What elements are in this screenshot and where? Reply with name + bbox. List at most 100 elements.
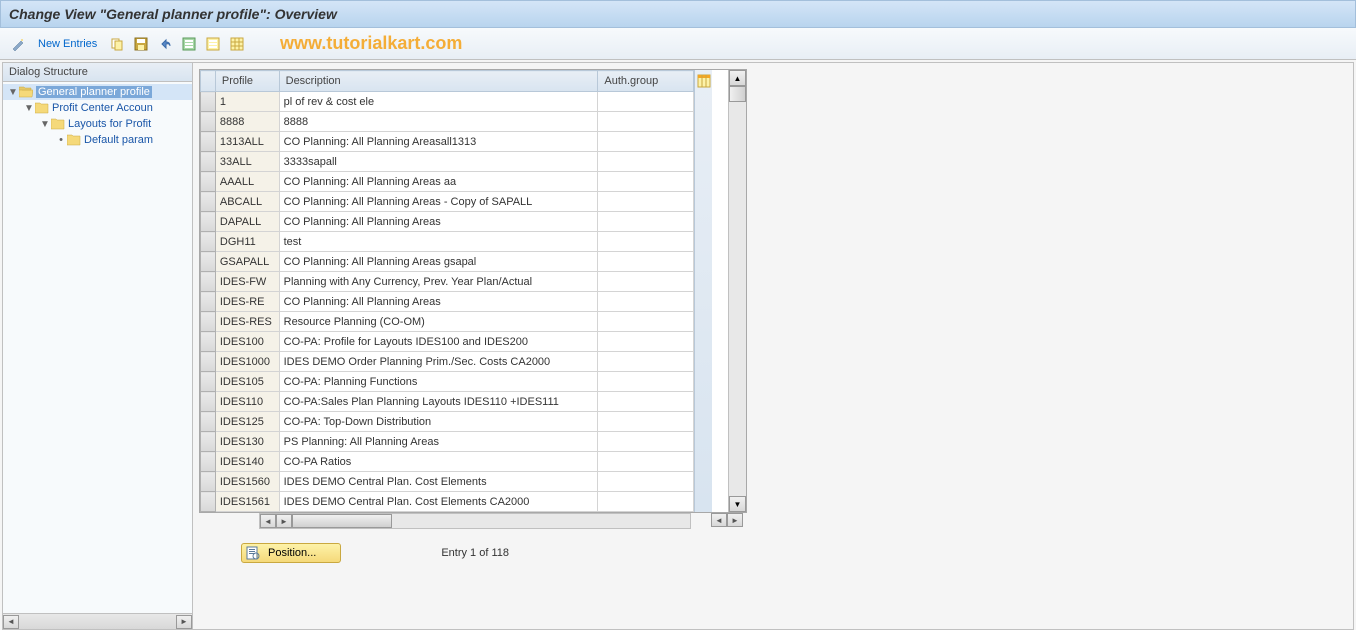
- auth-cell[interactable]: [598, 92, 694, 112]
- profile-cell[interactable]: ABCALL: [215, 192, 279, 212]
- auth-cell[interactable]: [598, 152, 694, 172]
- hscroll-thumb[interactable]: [292, 514, 392, 528]
- col-description[interactable]: Description: [279, 71, 598, 92]
- profile-cell[interactable]: IDES1561: [215, 492, 279, 512]
- auth-cell[interactable]: [598, 332, 694, 352]
- profile-cell[interactable]: IDES105: [215, 372, 279, 392]
- table-vscroll[interactable]: ▲ ▼: [728, 70, 746, 512]
- tree-expand-icon[interactable]: ▼: [7, 87, 19, 98]
- profile-cell[interactable]: IDES100: [215, 332, 279, 352]
- table-settings-icon[interactable]: [694, 70, 712, 512]
- scroll-right-icon[interactable]: ►: [727, 513, 743, 527]
- tree-node[interactable]: •Default param: [3, 132, 192, 148]
- row-selector[interactable]: [201, 272, 216, 292]
- copy-icon[interactable]: [107, 34, 127, 54]
- row-selector[interactable]: [201, 352, 216, 372]
- auth-cell[interactable]: [598, 352, 694, 372]
- col-auth[interactable]: Auth.group: [598, 71, 694, 92]
- row-selector[interactable]: [201, 312, 216, 332]
- description-cell[interactable]: IDES DEMO Central Plan. Cost Elements CA…: [279, 492, 598, 512]
- auth-cell[interactable]: [598, 132, 694, 152]
- auth-cell[interactable]: [598, 432, 694, 452]
- description-cell[interactable]: CO-PA: Top-Down Distribution: [279, 412, 598, 432]
- table-row[interactable]: DAPALLCO Planning: All Planning Areas: [201, 212, 694, 232]
- profile-cell[interactable]: 1: [215, 92, 279, 112]
- profile-cell[interactable]: 33ALL: [215, 152, 279, 172]
- profile-cell[interactable]: IDES-RES: [215, 312, 279, 332]
- description-cell[interactable]: pl of rev & cost ele: [279, 92, 598, 112]
- scroll-left-icon[interactable]: ◄: [3, 615, 19, 629]
- description-cell[interactable]: CO Planning: All Planning Areas gsapal: [279, 252, 598, 272]
- description-cell[interactable]: CO Planning: All Planning Areas - Copy o…: [279, 192, 598, 212]
- auth-cell[interactable]: [598, 412, 694, 432]
- auth-cell[interactable]: [598, 232, 694, 252]
- description-cell[interactable]: CO Planning: All Planning Areas aa: [279, 172, 598, 192]
- save-icon[interactable]: [131, 34, 151, 54]
- description-cell[interactable]: 3333sapall: [279, 152, 598, 172]
- table-row[interactable]: ABCALLCO Planning: All Planning Areas - …: [201, 192, 694, 212]
- auth-cell[interactable]: [598, 212, 694, 232]
- profile-cell[interactable]: IDES1560: [215, 472, 279, 492]
- profile-cell[interactable]: IDES125: [215, 412, 279, 432]
- description-cell[interactable]: CO Planning: All Planning Areasall1313: [279, 132, 598, 152]
- description-cell[interactable]: CO-PA Ratios: [279, 452, 598, 472]
- row-selector[interactable]: [201, 252, 216, 272]
- table-row[interactable]: IDES-RESResource Planning (CO-OM): [201, 312, 694, 332]
- table-row[interactable]: IDES1560IDES DEMO Central Plan. Cost Ele…: [201, 472, 694, 492]
- grid-icon[interactable]: [227, 34, 247, 54]
- scroll-left-icon[interactable]: ◄: [711, 513, 727, 527]
- table-row[interactable]: IDES105CO-PA: Planning Functions: [201, 372, 694, 392]
- row-selector[interactable]: [201, 452, 216, 472]
- description-cell[interactable]: CO-PA: Planning Functions: [279, 372, 598, 392]
- profile-cell[interactable]: GSAPALL: [215, 252, 279, 272]
- row-selector[interactable]: [201, 192, 216, 212]
- description-cell[interactable]: CO-PA: Profile for Layouts IDES100 and I…: [279, 332, 598, 352]
- auth-cell[interactable]: [598, 312, 694, 332]
- row-selector[interactable]: [201, 492, 216, 512]
- row-selector[interactable]: [201, 292, 216, 312]
- description-cell[interactable]: CO Planning: All Planning Areas: [279, 292, 598, 312]
- description-cell[interactable]: Resource Planning (CO-OM): [279, 312, 598, 332]
- row-selector[interactable]: [201, 152, 216, 172]
- table-row[interactable]: IDES110CO-PA:Sales Plan Planning Layouts…: [201, 392, 694, 412]
- row-selector[interactable]: [201, 412, 216, 432]
- row-selector[interactable]: [201, 92, 216, 112]
- table-row[interactable]: 33ALL3333sapall: [201, 152, 694, 172]
- tree-node[interactable]: ▼Layouts for Profit: [3, 116, 192, 132]
- profile-cell[interactable]: DGH11: [215, 232, 279, 252]
- table-hscroll[interactable]: ◄ ►: [259, 513, 691, 529]
- row-selector[interactable]: [201, 212, 216, 232]
- table-row[interactable]: IDES1561IDES DEMO Central Plan. Cost Ele…: [201, 492, 694, 512]
- auth-cell[interactable]: [598, 472, 694, 492]
- scroll-right-icon[interactable]: ►: [176, 615, 192, 629]
- profile-cell[interactable]: 1313ALL: [215, 132, 279, 152]
- description-cell[interactable]: CO-PA:Sales Plan Planning Layouts IDES11…: [279, 392, 598, 412]
- scroll-right-icon[interactable]: ►: [276, 514, 292, 528]
- row-selector[interactable]: [201, 172, 216, 192]
- position-button[interactable]: Position...: [241, 543, 341, 563]
- profile-cell[interactable]: DAPALL: [215, 212, 279, 232]
- profile-cell[interactable]: IDES-RE: [215, 292, 279, 312]
- profile-cell[interactable]: IDES140: [215, 452, 279, 472]
- description-cell[interactable]: test: [279, 232, 598, 252]
- col-profile[interactable]: Profile: [215, 71, 279, 92]
- row-selector[interactable]: [201, 372, 216, 392]
- table-row[interactable]: IDES125CO-PA: Top-Down Distribution: [201, 412, 694, 432]
- table-row[interactable]: IDES130PS Planning: All Planning Areas: [201, 432, 694, 452]
- description-cell[interactable]: PS Planning: All Planning Areas: [279, 432, 598, 452]
- auth-cell[interactable]: [598, 112, 694, 132]
- new-entries-link[interactable]: New Entries: [38, 38, 97, 50]
- wand-icon[interactable]: [8, 34, 28, 54]
- scroll-down-icon[interactable]: ▼: [729, 496, 746, 512]
- description-cell[interactable]: CO Planning: All Planning Areas: [279, 212, 598, 232]
- description-cell[interactable]: IDES DEMO Order Planning Prim./Sec. Cost…: [279, 352, 598, 372]
- row-selector[interactable]: [201, 432, 216, 452]
- undo-icon[interactable]: [155, 34, 175, 54]
- table-row[interactable]: GSAPALLCO Planning: All Planning Areas g…: [201, 252, 694, 272]
- profile-cell[interactable]: IDES1000: [215, 352, 279, 372]
- table-row[interactable]: 88888888: [201, 112, 694, 132]
- row-selector[interactable]: [201, 132, 216, 152]
- auth-cell[interactable]: [598, 492, 694, 512]
- auth-cell[interactable]: [598, 272, 694, 292]
- table-row[interactable]: DGH11test: [201, 232, 694, 252]
